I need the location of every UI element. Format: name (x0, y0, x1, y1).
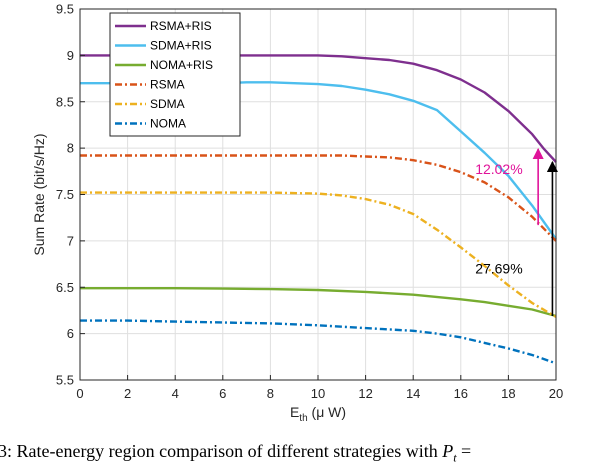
x-tick-label: 0 (76, 386, 83, 401)
legend: RSMA+RIS SDMA+RIS NOMA+RIS RSMA SDMA NOMA (109, 12, 241, 137)
x-axis-label-sub: th (299, 413, 307, 424)
y-tick-label: 8.5 (56, 94, 74, 109)
caption-math-sub: t (453, 450, 457, 465)
series-line-rsma (80, 154, 557, 242)
y-tick-label: 7.5 (56, 187, 74, 202)
x-tick-label: 14 (406, 386, 420, 401)
legend-entry: NOMA+RIS (150, 58, 213, 72)
legend-entry: RSMA+RIS (150, 19, 212, 33)
y-tick-label: 6.5 (56, 280, 74, 295)
y-tick-label: 5.5 (56, 373, 74, 388)
x-tick-label: 20 (549, 386, 563, 401)
sum-rate-chart: 0 2 4 6 8 10 12 14 16 18 20 5.5 6 6.5 7 7.5 8 8.5 9 9.5 RSM… (31, 2, 563, 425)
y-tick-label: 9 (67, 48, 74, 63)
y-tick-label: 8 (67, 141, 74, 156)
annotation-label: 12.02% (475, 161, 522, 177)
legend-entry: RSMA (150, 78, 185, 92)
x-tick-label: 6 (219, 386, 226, 401)
annotation-label: 27.69% (475, 260, 522, 276)
x-tick-label: 12 (358, 386, 372, 401)
caption-math-tail: = (456, 441, 472, 461)
x-tick-label: 18 (501, 386, 515, 401)
annotations: 12.02% 27.69% (475, 147, 559, 317)
series-line-noma-ris (80, 287, 557, 318)
caption-math: P (442, 441, 454, 461)
x-axis-label-main: E (290, 404, 299, 420)
x-tick-label: 4 (172, 386, 179, 401)
y-tick-label: 7 (67, 233, 74, 248)
x-tick-label: 2 (124, 386, 131, 401)
legend-entry: SDMA (150, 97, 185, 111)
figure-caption: 3: Rate-energy region comparison of diff… (0, 441, 592, 466)
x-tick-label: 8 (267, 386, 274, 401)
series-line-noma (80, 319, 557, 365)
y-axis-label: Sum Rate (bit/s/Hz) (31, 133, 47, 255)
legend-entry: NOMA (150, 117, 186, 131)
y-tick-label: 9.5 (56, 2, 74, 17)
x-tick-label: 16 (454, 386, 468, 401)
legend-box (109, 12, 241, 137)
x-axis-label-unit: (μ W) (308, 404, 346, 420)
x-axis-label: Eth (μ W) (290, 404, 346, 424)
x-tick-label: 10 (311, 386, 325, 401)
series-line-sdma (80, 191, 557, 318)
caption-text: 3: Rate-energy region comparison of diff… (0, 441, 443, 461)
legend-entry: SDMA+RIS (150, 39, 212, 53)
y-tick-label: 6 (67, 326, 74, 341)
ticks: 0 2 4 6 8 10 12 14 16 18 20 5.5 6 6.5 7 7.5 8 8.5 9 9.5 (56, 2, 563, 402)
